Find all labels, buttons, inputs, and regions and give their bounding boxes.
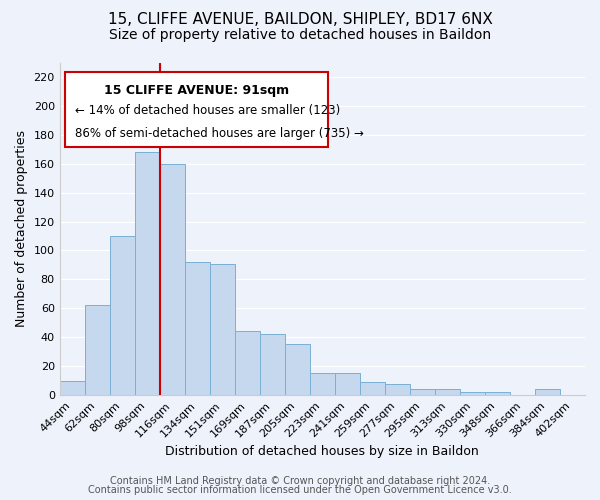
FancyBboxPatch shape <box>65 72 328 148</box>
Bar <box>110 236 135 395</box>
Y-axis label: Number of detached properties: Number of detached properties <box>15 130 28 328</box>
Bar <box>310 374 335 395</box>
Bar <box>285 344 310 395</box>
Bar <box>235 332 260 395</box>
Bar <box>135 152 160 395</box>
Bar <box>85 306 110 395</box>
Bar <box>160 164 185 395</box>
Bar <box>59 380 85 395</box>
Text: 86% of semi-detached houses are larger (735) →: 86% of semi-detached houses are larger (… <box>76 128 364 140</box>
Bar <box>210 264 235 395</box>
Text: Contains HM Land Registry data © Crown copyright and database right 2024.: Contains HM Land Registry data © Crown c… <box>110 476 490 486</box>
Bar <box>260 334 285 395</box>
Bar <box>435 390 460 395</box>
Text: 15 CLIFFE AVENUE: 91sqm: 15 CLIFFE AVENUE: 91sqm <box>104 84 289 97</box>
Bar <box>485 392 510 395</box>
Text: 15, CLIFFE AVENUE, BAILDON, SHIPLEY, BD17 6NX: 15, CLIFFE AVENUE, BAILDON, SHIPLEY, BD1… <box>107 12 493 28</box>
Text: Size of property relative to detached houses in Baildon: Size of property relative to detached ho… <box>109 28 491 42</box>
Bar <box>385 384 410 395</box>
Bar <box>410 390 435 395</box>
Bar <box>360 382 385 395</box>
X-axis label: Distribution of detached houses by size in Baildon: Distribution of detached houses by size … <box>166 444 479 458</box>
Bar <box>535 390 560 395</box>
Text: ← 14% of detached houses are smaller (123): ← 14% of detached houses are smaller (12… <box>76 104 341 117</box>
Bar <box>335 374 360 395</box>
Text: Contains public sector information licensed under the Open Government Licence v3: Contains public sector information licen… <box>88 485 512 495</box>
Bar <box>460 392 485 395</box>
Bar <box>185 262 210 395</box>
